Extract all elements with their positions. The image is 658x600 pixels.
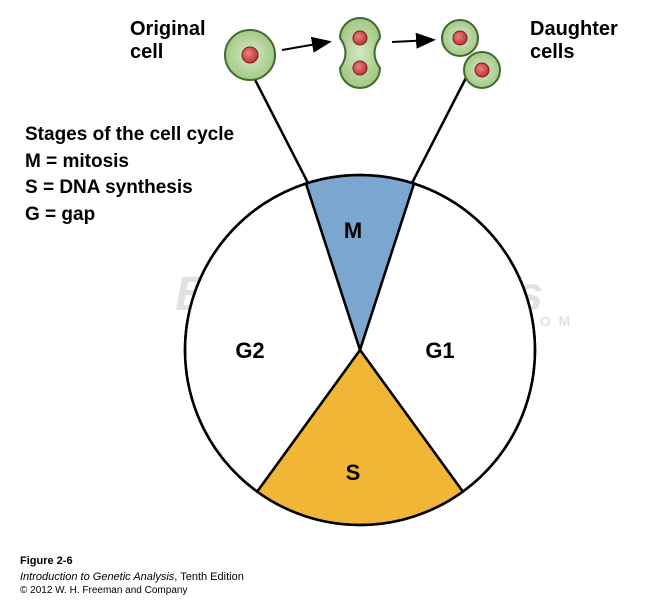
- arrow-1: [282, 42, 328, 50]
- dividing-nucleus-1: [353, 31, 367, 45]
- slice-label-G2: G2: [235, 338, 264, 363]
- arrow-2: [392, 40, 432, 42]
- dividing-cell: [340, 18, 380, 88]
- daughter-cell-1-nucleus: [453, 31, 467, 45]
- slice-label-G1: G1: [425, 338, 454, 363]
- caption-copyright: © 2012 W. H. Freeman and Company: [20, 585, 244, 596]
- caption-figure-number: Figure 2-6: [20, 555, 244, 567]
- dividing-nucleus-2: [353, 61, 367, 75]
- legend-title: Stages of the cell cycle: [25, 122, 234, 149]
- legend-block: Stages of the cell cycle M = mitosis S =…: [25, 122, 234, 228]
- label-daughter-cells: Daughter cells: [530, 18, 618, 64]
- slice-label-S: S: [346, 460, 361, 485]
- legend-line-g: G = gap: [25, 202, 234, 229]
- figure-caption: Figure 2-6 Introduction to Genetic Analy…: [20, 555, 244, 596]
- cells-group: [225, 18, 500, 88]
- original-cell-nucleus: [242, 47, 258, 63]
- diagram-svg: Biology-Forums . C O M MG1SG2: [0, 0, 658, 600]
- legend-line-s: S = DNA synthesis: [25, 175, 234, 202]
- slice-label-M: M: [344, 218, 362, 243]
- figure-canvas: Biology-Forums . C O M MG1SG2 Original c…: [0, 0, 658, 600]
- label-original-cell: Original cell: [130, 18, 206, 64]
- connector-right: [412, 70, 470, 183]
- connector-left: [250, 70, 308, 183]
- caption-book-title: Introduction to Genetic Analysis: [20, 571, 174, 583]
- daughter-cell-2-nucleus: [475, 63, 489, 77]
- legend-line-m: M = mitosis: [25, 149, 234, 176]
- caption-edition: , Tenth Edition: [174, 571, 244, 583]
